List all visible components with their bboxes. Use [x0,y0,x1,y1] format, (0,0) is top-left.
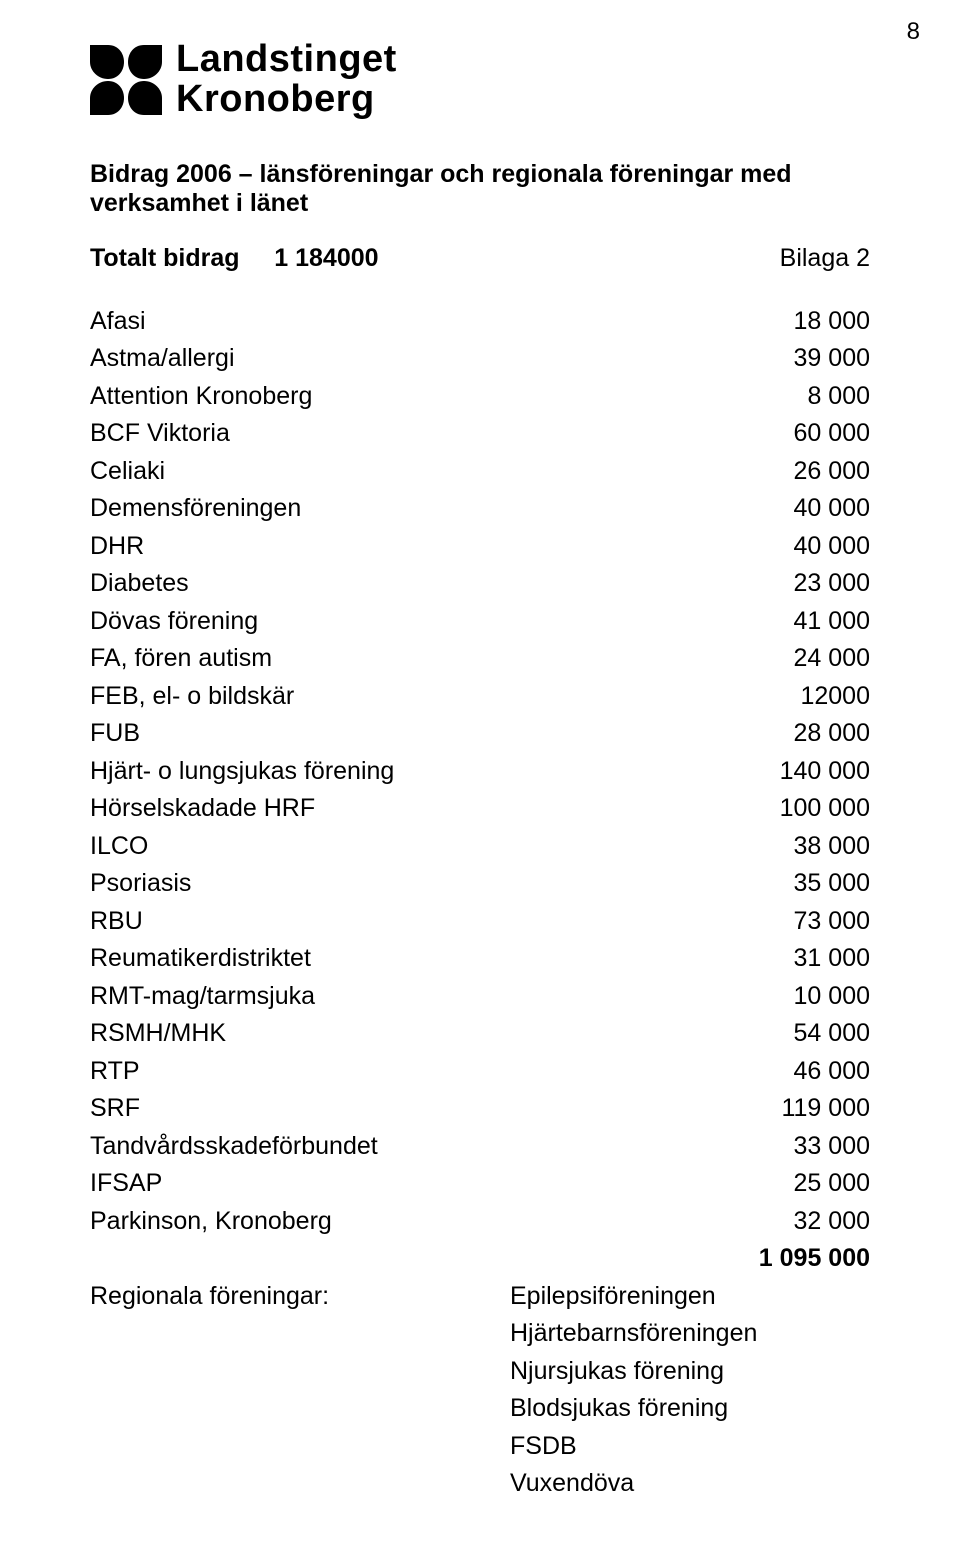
table-row: Dövas förening41 000 [90,603,870,641]
org-name: Reumatikerdistriktet [90,940,650,978]
org-name: DHR [90,528,650,566]
org-value: 10 000 [650,978,870,1016]
table-row: RMT-mag/tarmsjuka10 000 [90,978,870,1016]
org-name: RSMH/MHK [90,1015,650,1053]
org-value: 100 000 [650,790,870,828]
org-value: 8 000 [650,378,870,416]
org-value: 33 000 [650,1128,870,1166]
table-row: BCF Viktoria60 000 [90,415,870,453]
org-value: 31 000 [650,940,870,978]
org-value: 40 000 [650,528,870,566]
org-value: 25 000 [650,1165,870,1203]
org-name: Tandvårdsskadeförbundet [90,1128,650,1166]
table-row: FEB, el- o bildskär12000 [90,678,870,716]
regional-item: Epilepsiföreningen [510,1278,870,1316]
org-name: Hörselskadade HRF [90,790,650,828]
org-name: Attention Kronoberg [90,378,650,416]
org-name: ILCO [90,828,650,866]
document-page: 8 Landstinget Kronoberg Bidrag 2006 – lä… [0,0,960,1563]
org-value: 24 000 [650,640,870,678]
org-name: IFSAP [90,1165,650,1203]
document-heading: Bidrag 2006 – länsföreningar och regiona… [90,160,870,218]
logo-text-line-1: Landstinget [176,40,397,80]
table-row: Hjärt- o lungsjukas förening140 000 [90,753,870,791]
org-value: 23 000 [650,565,870,603]
table-row: Hörselskadade HRF100 000 [90,790,870,828]
org-value: 40 000 [650,490,870,528]
org-name: RMT-mag/tarmsjuka [90,978,650,1016]
table-row: Parkinson, Kronoberg32 000 [90,1203,870,1241]
grand-total-value: 1 095 000 [650,1240,870,1278]
org-name: SRF [90,1090,650,1128]
org-name: Psoriasis [90,865,650,903]
regional-item: Hjärtebarnsföreningen [510,1315,870,1353]
org-value: 28 000 [650,715,870,753]
org-name: Astma/allergi [90,340,650,378]
grand-total-row: 1 095 000 [90,1240,870,1278]
total-label: Totalt bidrag 1 184000 [90,244,510,273]
total-row: Totalt bidrag 1 184000 Bilaga 2 [90,244,870,273]
org-name: Celiaki [90,453,650,491]
table-row: Diabetes23 000 [90,565,870,603]
org-name: FA, fören autism [90,640,650,678]
org-name: Diabetes [90,565,650,603]
table-row: Attention Kronoberg8 000 [90,378,870,416]
table-row: SRF119 000 [90,1090,870,1128]
table-row: FUB28 000 [90,715,870,753]
bilaga-label: Bilaga 2 [510,244,870,273]
org-name: Parkinson, Kronoberg [90,1203,650,1241]
table-row: Psoriasis35 000 [90,865,870,903]
org-value: 39 000 [650,340,870,378]
table-row: RSMH/MHK54 000 [90,1015,870,1053]
org-value: 35 000 [650,865,870,903]
org-name: Demensföreningen [90,490,650,528]
org-value: 26 000 [650,453,870,491]
table-row: Astma/allergi39 000 [90,340,870,378]
org-value: 140 000 [650,753,870,791]
org-name: Hjärt- o lungsjukas förening [90,753,650,791]
regional-item: Vuxendöva [510,1465,870,1503]
org-name: FEB, el- o bildskär [90,678,650,716]
regional-label: Regionala föreningar: [90,1278,510,1503]
org-value: 54 000 [650,1015,870,1053]
table-row: Reumatikerdistriktet31 000 [90,940,870,978]
org-value: 73 000 [650,903,870,941]
organization-logo: Landstinget Kronoberg [90,40,870,120]
logo-icon [90,45,162,115]
table-row: IFSAP25 000 [90,1165,870,1203]
table-row: ILCO38 000 [90,828,870,866]
logo-text-line-2: Kronoberg [176,80,397,120]
regional-item: Blodsjukas förening [510,1390,870,1428]
table-row: FA, fören autism24 000 [90,640,870,678]
org-value: 60 000 [650,415,870,453]
org-name: FUB [90,715,650,753]
regional-item: Njursjukas förening [510,1353,870,1391]
org-value: 119 000 [650,1090,870,1128]
table-row: RTP46 000 [90,1053,870,1091]
org-value: 12000 [650,678,870,716]
org-value: 38 000 [650,828,870,866]
org-value: 46 000 [650,1053,870,1091]
org-value: 18 000 [650,303,870,341]
org-name: RTP [90,1053,650,1091]
org-value: 32 000 [650,1203,870,1241]
table-row: Tandvårdsskadeförbundet33 000 [90,1128,870,1166]
table-row: DHR40 000 [90,528,870,566]
grants-table: Afasi18 000Astma/allergi39 000Attention … [90,303,870,1241]
org-name: Dövas förening [90,603,650,641]
org-value: 41 000 [650,603,870,641]
page-number: 8 [907,18,920,46]
table-row: Afasi18 000 [90,303,870,341]
table-row: Demensföreningen40 000 [90,490,870,528]
org-name: BCF Viktoria [90,415,650,453]
table-row: RBU73 000 [90,903,870,941]
org-name: Afasi [90,303,650,341]
regional-item: FSDB [510,1428,870,1466]
table-row: Celiaki26 000 [90,453,870,491]
regional-list: EpilepsiföreningenHjärtebarnsföreningenN… [510,1278,870,1503]
regional-block: Regionala föreningar: Epilepsiföreningen… [90,1278,870,1503]
org-name: RBU [90,903,650,941]
